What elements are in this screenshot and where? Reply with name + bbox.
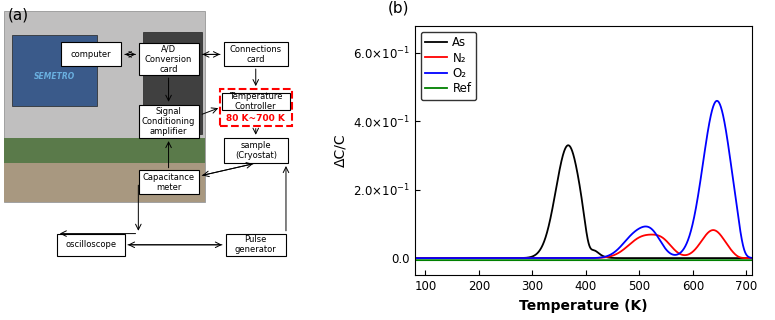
FancyBboxPatch shape <box>4 138 205 202</box>
Text: Signal
Conditioning
amplifier: Signal Conditioning amplifier <box>142 107 195 137</box>
As <box>449 256 458 260</box>
FancyBboxPatch shape <box>4 163 205 202</box>
As <box>747 256 756 260</box>
Ref <box>449 258 458 262</box>
FancyBboxPatch shape <box>139 43 198 75</box>
Text: A/D
Conversion
card: A/D Conversion card <box>145 44 192 74</box>
Text: 80 K~700 K: 80 K~700 K <box>226 114 285 123</box>
N₂ <box>449 256 458 260</box>
N₂ <box>554 256 563 260</box>
Ref <box>740 258 749 262</box>
O₂ <box>468 256 477 260</box>
N₂ <box>708 228 718 232</box>
N₂ <box>747 256 756 260</box>
O₂ <box>554 256 563 260</box>
O₂ <box>449 256 458 260</box>
N₂ <box>704 230 714 234</box>
Ref <box>468 258 477 262</box>
FancyBboxPatch shape <box>224 43 288 67</box>
As <box>563 143 573 147</box>
FancyBboxPatch shape <box>143 32 202 134</box>
N₂ <box>468 256 477 260</box>
Text: (a): (a) <box>8 8 29 23</box>
N₂ <box>741 256 750 260</box>
Ref <box>539 258 549 262</box>
Text: SEMETRO: SEMETRO <box>33 72 75 81</box>
Text: sample
(Cryostat): sample (Cryostat) <box>235 141 277 160</box>
X-axis label: Temperature (K): Temperature (K) <box>519 299 647 313</box>
FancyBboxPatch shape <box>12 35 97 106</box>
Text: oscilloscope: oscilloscope <box>66 240 116 249</box>
FancyBboxPatch shape <box>222 92 290 110</box>
FancyBboxPatch shape <box>57 234 125 256</box>
Line: As: As <box>415 145 752 258</box>
Text: Connections
card: Connections card <box>229 45 282 64</box>
FancyBboxPatch shape <box>139 170 198 194</box>
O₂ <box>539 256 549 260</box>
FancyBboxPatch shape <box>226 234 286 256</box>
As <box>410 256 419 260</box>
FancyBboxPatch shape <box>4 11 205 202</box>
Text: (b): (b) <box>388 1 409 16</box>
N₂ <box>539 256 549 260</box>
Ref <box>747 258 756 262</box>
Text: Pulse
generator: Pulse generator <box>235 235 277 254</box>
Line: N₂: N₂ <box>415 230 752 258</box>
Y-axis label: ΔC/C: ΔC/C <box>333 133 347 167</box>
O₂ <box>741 251 750 254</box>
As <box>539 240 549 244</box>
O₂ <box>712 99 722 103</box>
N₂ <box>410 256 419 260</box>
Text: Temperature
Controller: Temperature Controller <box>229 92 283 111</box>
FancyBboxPatch shape <box>139 105 198 138</box>
Text: computer: computer <box>71 50 112 59</box>
Legend: As, N₂, O₂, Ref: As, N₂, O₂, Ref <box>421 31 476 100</box>
O₂ <box>704 124 714 128</box>
As <box>468 256 477 260</box>
Text: Capacitance
meter: Capacitance meter <box>143 173 195 192</box>
Ref <box>410 258 419 262</box>
FancyBboxPatch shape <box>224 138 288 163</box>
As <box>741 256 750 260</box>
Ref <box>704 258 714 262</box>
FancyBboxPatch shape <box>61 43 121 67</box>
As <box>554 173 563 177</box>
O₂ <box>747 256 756 260</box>
Line: O₂: O₂ <box>415 101 752 258</box>
FancyBboxPatch shape <box>220 89 291 125</box>
O₂ <box>410 256 419 260</box>
Ref <box>554 258 563 262</box>
As <box>704 256 714 260</box>
